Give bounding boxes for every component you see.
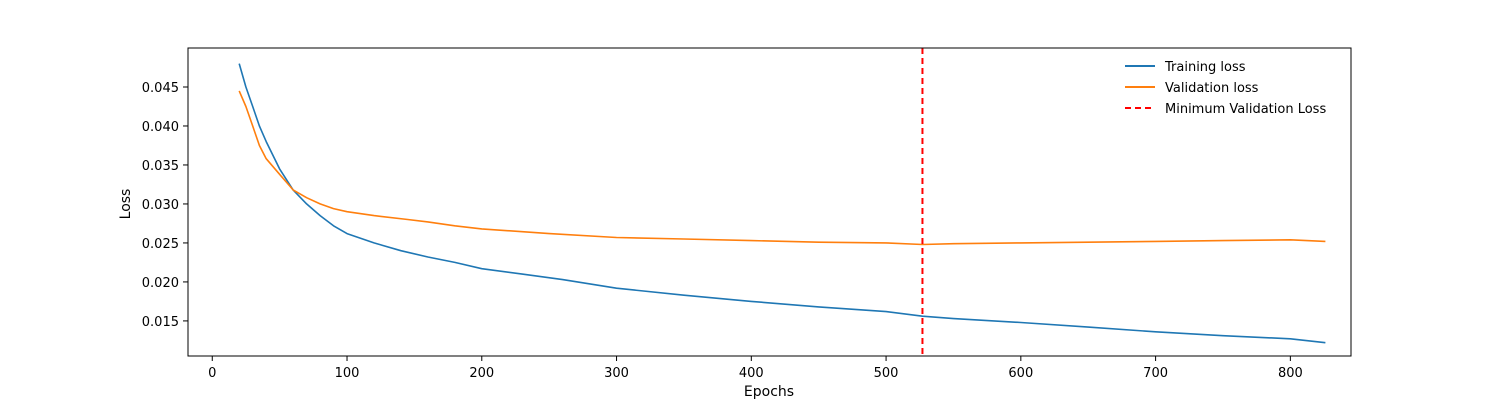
x-tick-label: 100: [335, 366, 360, 381]
x-axis: 0 100 200 300 400 500 600 700 800: [208, 356, 1303, 381]
x-tick-label: 400: [739, 366, 764, 381]
y-axis-label: Loss: [118, 189, 134, 220]
plot-area: [188, 48, 1351, 356]
y-tick-label: 0.020: [142, 276, 179, 291]
plot-frame: [187, 47, 1352, 357]
series-layer: [238, 48, 1326, 356]
x-tick-label: 600: [1008, 366, 1033, 381]
x-tick-label: 0: [208, 366, 216, 381]
series-line-validation: [238, 90, 1326, 246]
legend-training-label: Training loss: [1164, 60, 1246, 75]
y-tick-label: 0.040: [142, 120, 179, 135]
y-tick-label: 0.030: [142, 198, 179, 213]
x-tick-label: 300: [604, 366, 629, 381]
y-axis: 0.015 0.020 0.025 0.030 0.035 0.040 0.045: [142, 81, 188, 330]
legend: Training loss Validation loss Minimum Va…: [1125, 60, 1326, 117]
legend-min-val-label: Minimum Validation Loss: [1165, 102, 1326, 117]
x-axis-label: Epochs: [744, 384, 794, 400]
y-tick-label: 0.015: [142, 315, 179, 330]
x-tick-label: 200: [469, 366, 494, 381]
x-tick-label: 700: [1143, 366, 1168, 381]
x-tick-label: 500: [874, 366, 899, 381]
y-tick-label: 0.035: [142, 159, 179, 174]
legend-validation-label: Validation loss: [1165, 81, 1259, 96]
series-line-training: [238, 63, 1326, 344]
x-tick-label: 800: [1278, 366, 1303, 381]
y-tick-label: 0.025: [142, 237, 179, 252]
y-tick-label: 0.045: [142, 81, 179, 96]
